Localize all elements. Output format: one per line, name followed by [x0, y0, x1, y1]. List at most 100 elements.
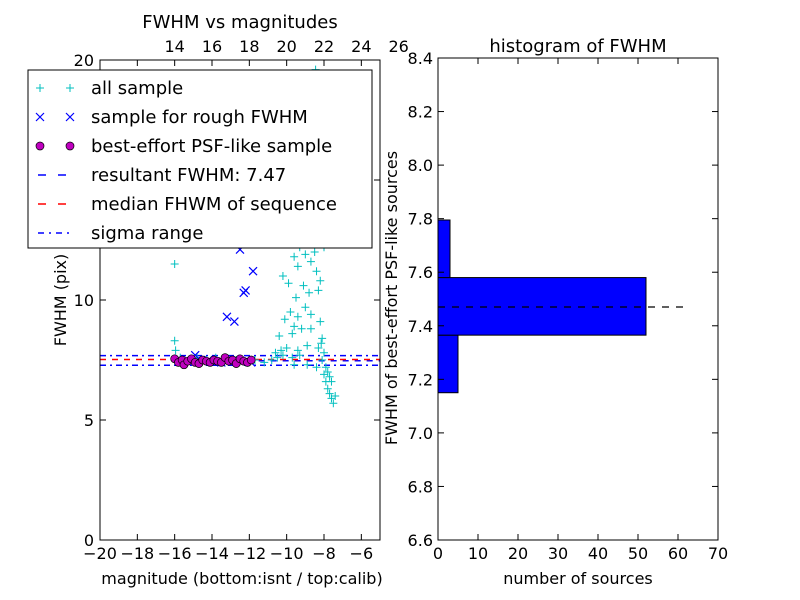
left-ytick-label: 0	[84, 531, 94, 550]
right-x-axis-label: number of sources	[503, 569, 653, 588]
left-top-xtick-label: 18	[239, 37, 259, 56]
left-xtick-label: −10	[270, 544, 304, 563]
point-0-89	[278, 272, 287, 280]
point-0-68	[323, 368, 332, 376]
left-top-xtick-label: 26	[388, 37, 408, 56]
legend-label: sample for rough FWHM	[91, 107, 308, 128]
legend-label: all sample	[91, 78, 183, 99]
point-0-73	[306, 257, 315, 266]
right-xtick-label: 20	[508, 544, 528, 563]
point-0-16	[282, 344, 291, 352]
left-xtick-label: −8	[312, 544, 336, 563]
point-0-22	[292, 293, 300, 302]
histogram-bar-2	[438, 219, 451, 279]
right-chart-title: histogram of FWHM	[489, 36, 666, 57]
point-0-23	[293, 262, 302, 271]
point-1-6	[239, 288, 249, 298]
right-xtick-label: 10	[468, 544, 488, 563]
point-0-0	[170, 260, 179, 268]
point-0-82	[293, 346, 302, 355]
point-0-36	[317, 339, 326, 348]
left-top-xtick-label: 16	[202, 37, 222, 56]
point-0-70	[331, 392, 340, 400]
point-0-65	[303, 341, 312, 350]
left-x-axis-label: magnitude (bottom:isnt / top:calib)	[101, 569, 382, 588]
point-0-56	[299, 281, 308, 290]
right-ytick-label: 6.6	[408, 531, 433, 550]
point-1-2	[229, 317, 239, 327]
point-0-58	[293, 312, 302, 321]
point-0-67	[314, 344, 323, 352]
point-0-64	[295, 351, 304, 360]
left-top-xtick-label: 22	[314, 37, 334, 56]
right-y-axis-label: FWHM of best-effort PSF-like sources	[382, 151, 401, 445]
point-0-87	[290, 360, 299, 369]
left-ytick-label: 20	[74, 51, 94, 70]
right-ytick-label: 7.0	[408, 424, 433, 443]
legend-label: median FHWM of sequence	[91, 194, 337, 215]
point-0-61	[280, 315, 289, 324]
point-0-59	[290, 252, 299, 261]
point-0-43	[329, 399, 338, 408]
point-0-32	[310, 248, 319, 256]
right-ytick-label: 8.4	[408, 49, 433, 68]
point-0-86	[325, 372, 334, 381]
point-0-1	[170, 336, 179, 345]
point-0-41	[325, 389, 334, 398]
point-0-35	[316, 317, 325, 326]
right-ytick-label: 8.0	[408, 156, 433, 175]
point-0-62	[271, 348, 280, 357]
point-1-5	[248, 266, 258, 276]
left-xtick-label: −6	[350, 544, 374, 563]
point-0-21	[290, 322, 299, 331]
left-xtick-label: −18	[120, 544, 154, 563]
legend-marker-2-0	[35, 141, 45, 151]
left-xtick-label: −20	[83, 544, 117, 563]
point-0-17	[286, 308, 295, 316]
point-0-88	[275, 332, 284, 340]
point-0-34	[314, 286, 323, 295]
right-ytick-label: 7.6	[408, 263, 433, 282]
right-ytick-label: 7.2	[408, 370, 433, 389]
right-xtick-label: 70	[708, 544, 728, 563]
point-0-37	[318, 356, 327, 364]
left-y-axis-label: FWHM (pix)	[51, 254, 70, 347]
right-plot-data	[438, 219, 686, 394]
left-top-xtick-label: 14	[164, 37, 184, 56]
right-xtick-label: 0	[433, 544, 443, 563]
point-0-27	[301, 250, 310, 259]
point-0-44	[320, 348, 328, 357]
right-xtick-label: 40	[588, 544, 608, 563]
point-0-74	[305, 288, 314, 297]
right-ytick-label: 7.4	[408, 317, 433, 336]
point-1-1	[222, 312, 232, 322]
point-0-55	[301, 303, 310, 312]
point-0-57	[297, 324, 306, 333]
legend-marker-0-0	[36, 84, 44, 92]
point-2-21	[246, 355, 256, 365]
legend-marker-0-1	[66, 84, 74, 92]
point-0-45	[318, 334, 327, 343]
right-xtick-label: 30	[548, 544, 568, 563]
point-0-33	[312, 267, 321, 276]
right-ytick-label: 6.8	[408, 477, 433, 496]
legend-label: best-effort PSF-like sample	[91, 136, 332, 157]
right-xtick-label: 50	[628, 544, 648, 563]
left-xtick-label: −14	[195, 544, 229, 563]
right-ytick-label: 7.8	[408, 210, 433, 229]
left-chart-title: FWHM vs magnitudes	[142, 12, 337, 33]
legend-marker-2-1	[65, 141, 75, 151]
left-xtick-label: −12	[232, 544, 266, 563]
right-ytick-label: 8.2	[408, 103, 433, 122]
left-ytick-label: 5	[84, 411, 94, 430]
left-top-xtick-label: 24	[351, 37, 371, 56]
right-xtick-label: 60	[668, 544, 688, 563]
point-0-46	[316, 276, 325, 285]
right-plot-frame	[437, 57, 719, 541]
legend-label: resultant FWHM: 7.47	[91, 165, 286, 186]
point-0-40	[323, 384, 332, 393]
point-0-66	[306, 324, 315, 333]
point-0-69	[327, 377, 336, 386]
histogram-bar-0	[438, 334, 459, 394]
point-0-79	[306, 310, 315, 319]
